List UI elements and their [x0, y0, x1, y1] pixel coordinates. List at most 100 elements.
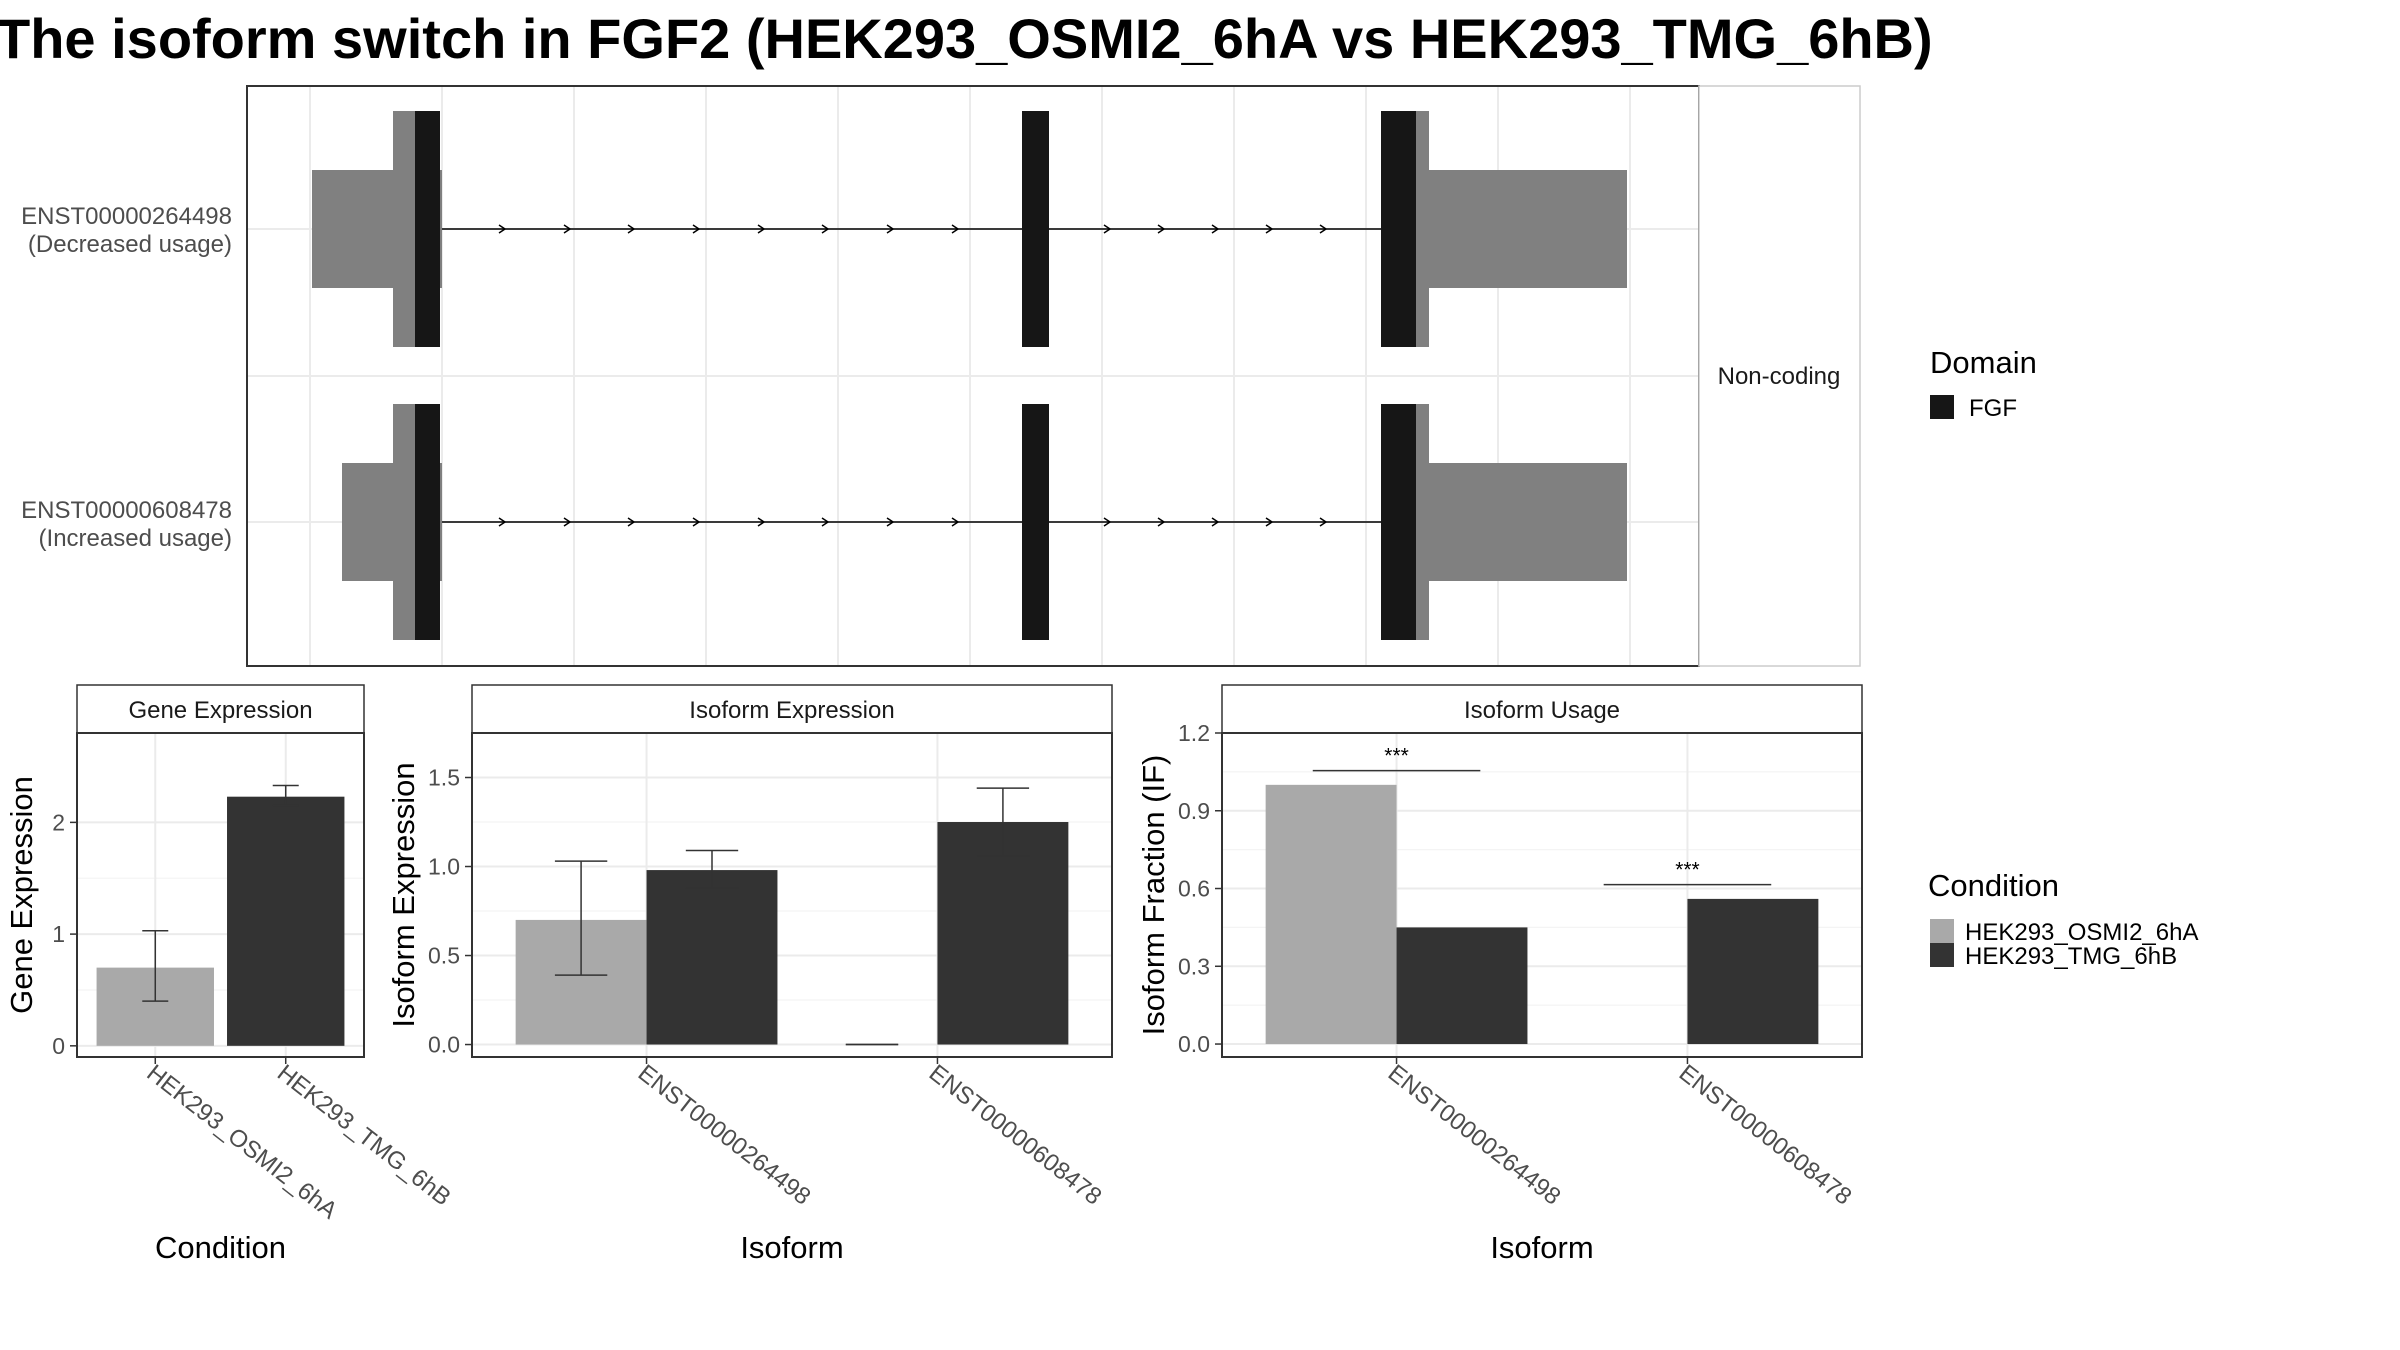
domain-legend: Domain FGF: [1930, 345, 2037, 422]
significance-label: ***: [1675, 859, 1700, 882]
fgf-domain-exon-3: [1381, 404, 1416, 640]
condition-legend-key-a: [1930, 919, 1954, 943]
y-tick-label: 1.2: [1178, 720, 1210, 746]
y-tick-label: 1.0: [428, 854, 460, 880]
transcript-track-1: [312, 111, 1627, 347]
condition-legend-key-b: [1930, 943, 1954, 967]
bar-HEK293_TMG_6hB-ENST00000264498: [646, 870, 778, 1045]
intron-arrow: [951, 224, 960, 234]
y-tick-label: 1: [52, 921, 65, 947]
error-bar: [142, 930, 169, 1002]
panel-strip: [76, 684, 365, 734]
error-bar: [554, 860, 608, 976]
intron-arrow: [563, 517, 572, 527]
fgf-domain-exon-1: [415, 404, 440, 640]
exon-3-coding: [1416, 111, 1429, 347]
intron-arrow: [951, 517, 960, 527]
panel-border: [1221, 732, 1863, 1058]
panel-strip: [1221, 684, 1863, 734]
intron-arrow: [757, 224, 766, 234]
intron-arrow: [1265, 517, 1274, 527]
condition-legend-title: Condition: [1928, 868, 2059, 903]
condition-legend-label-a: HEK293_OSMI2_6hA: [1965, 919, 2198, 946]
y-tick-label: 0.0: [1178, 1031, 1210, 1057]
intron-arrow: [1265, 224, 1274, 234]
condition-legend-label-b: HEK293_TMG_6hB: [1965, 943, 2177, 970]
domain-legend-title: Domain: [1930, 345, 2037, 380]
exon-1-coding: [393, 404, 417, 640]
panel-title: Isoform Expression: [689, 697, 894, 724]
intron-arrow: [563, 224, 572, 234]
error-bar: [685, 849, 739, 889]
domain-legend-label-fgf: FGF: [1969, 395, 2017, 422]
y-tick-label: 1.5: [428, 765, 460, 791]
panel-title: Gene Expression: [128, 697, 312, 724]
condition-legend: Condition HEK293_OSMI2_6hA HEK293_TMG_6h…: [1928, 868, 2198, 970]
bars: [515, 787, 1069, 1046]
intron-arrow: [627, 517, 636, 527]
transcript-label-1-id: ENST00000264498: [21, 203, 232, 230]
isoform-usage-panel: Isoform Usage *** *** 0.0 0.3 0.6 0.9 1.2 ENST00…: [1136, 684, 1863, 1265]
structure-tracks: [312, 111, 1627, 640]
bar-HEK293_TMG_6hB-ENST00000608478: [1687, 898, 1819, 1045]
transcript-label-1-usage: (Decreased usage): [28, 231, 232, 258]
intron-arrow: [757, 517, 766, 527]
exon-1-coding: [393, 111, 417, 347]
intron-arrow: [821, 517, 830, 527]
intron-arrow: [498, 517, 507, 527]
transcript-label-2-id: ENST00000608478: [21, 497, 232, 524]
utr-3prime: [1428, 170, 1627, 288]
error-bar: [976, 787, 1030, 857]
bar-HEK293_OSMI2_6hA-ENST00000264498: [1265, 784, 1397, 1045]
intron-arrow: [1157, 517, 1166, 527]
y-tick-label: 0.0: [428, 1032, 460, 1058]
x-tick-label: ENST00000608478: [1674, 1059, 1857, 1210]
isoform-structure-panel: Non-coding ENST00000264498 (Decreased us…: [21, 85, 1861, 667]
intron-arrow: [1103, 224, 1112, 234]
fgf-domain-exon-2: [1022, 404, 1049, 640]
y-axis-title: Isoform Fraction (IF): [1136, 755, 1171, 1036]
error-bar: [272, 784, 299, 807]
domain-legend-key-fgf: [1930, 395, 1954, 419]
transcript-label-2-usage: (Increased usage): [39, 525, 232, 552]
intron-arrow: [1103, 517, 1112, 527]
fgf-domain-exon-2: [1022, 111, 1049, 347]
fgf-domain-exon-3: [1381, 111, 1416, 347]
figure-title: The isoform switch in FGF2 (HEK293_OSMI2…: [0, 7, 1933, 70]
intron-arrow: [692, 224, 701, 234]
isoform-expression-panel: Isoform Expression 0.0 0.5 1.0 1.5 ENST000002…: [386, 684, 1113, 1265]
y-tick-label: 0.5: [428, 943, 460, 969]
facet-strip-label: Non-coding: [1718, 363, 1841, 390]
x-tick-label: ENST00000264498: [633, 1059, 816, 1210]
x-axis-title: Isoform: [1490, 1230, 1593, 1265]
panel-border: [471, 732, 1113, 1058]
y-axis-title: Isoform Expression: [386, 762, 421, 1027]
y-tick-label: 0.9: [1178, 798, 1210, 824]
y-axis-title: Gene Expression: [4, 776, 39, 1014]
bar-HEK293_TMG_6hB-ENST00000608478: [937, 822, 1069, 1045]
panel-border: [76, 732, 365, 1058]
facet-strip: [1698, 85, 1861, 667]
x-tick-label: ENST00000608478: [924, 1059, 1107, 1210]
panel-title: Isoform Usage: [1464, 697, 1620, 724]
y-tick-label: 2: [52, 809, 65, 835]
bars: [1265, 784, 1819, 1045]
y-tick-label: 0.3: [1178, 953, 1210, 979]
intron-arrow: [1211, 517, 1220, 527]
bars: [96, 784, 345, 1046]
intron-arrow: [1211, 224, 1220, 234]
intron-arrow: [498, 224, 507, 234]
intron-arrow: [1319, 224, 1328, 234]
intron-arrow: [821, 224, 830, 234]
intron-arrow: [1157, 224, 1166, 234]
y-tick-label: 0: [52, 1033, 65, 1059]
intron-arrow: [886, 224, 895, 234]
significance-label: ***: [1384, 745, 1409, 768]
transcript-track-2: [342, 404, 1627, 640]
utr-3prime: [1428, 463, 1627, 581]
panel-strip: [471, 684, 1113, 734]
exon-3-coding: [1416, 404, 1429, 640]
x-axis-title: Condition: [155, 1230, 286, 1265]
x-axis-title: Isoform: [740, 1230, 843, 1265]
